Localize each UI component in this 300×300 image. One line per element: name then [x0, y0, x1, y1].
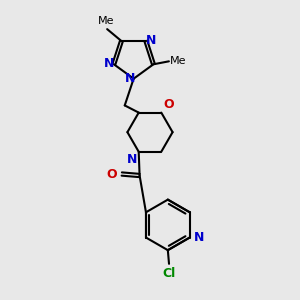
- Text: N: N: [127, 153, 137, 166]
- Text: N: N: [194, 231, 204, 244]
- Text: O: O: [107, 167, 117, 181]
- Text: O: O: [164, 98, 174, 111]
- Text: N: N: [104, 57, 114, 70]
- Text: Me: Me: [170, 56, 186, 66]
- Text: N: N: [125, 72, 135, 85]
- Text: Me: Me: [98, 16, 115, 26]
- Text: N: N: [146, 34, 156, 46]
- Text: Cl: Cl: [162, 267, 176, 280]
